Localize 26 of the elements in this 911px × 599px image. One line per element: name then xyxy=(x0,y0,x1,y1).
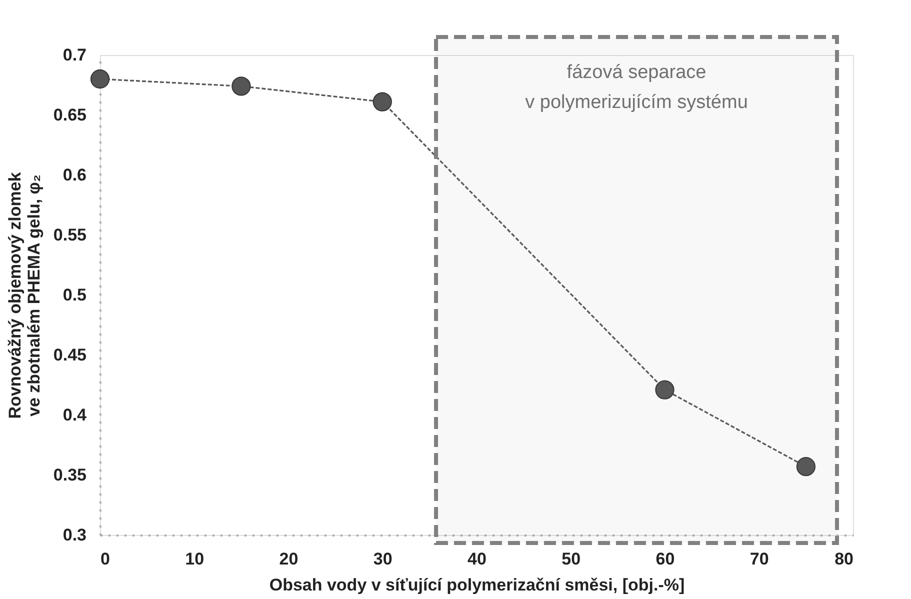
x-tick-label: 20 xyxy=(279,550,298,568)
point xyxy=(372,92,392,112)
y-tick-label: 0.3 xyxy=(62,526,86,544)
y-tick-label: 0.4 xyxy=(62,406,88,424)
y-tick-label: 0.5 xyxy=(62,286,86,304)
band-label: fázová separace v polymerizujícím systému xyxy=(525,62,748,113)
y-tick-label: 0.6 xyxy=(62,166,86,184)
point xyxy=(232,76,251,96)
y-tick-label: 0.35 xyxy=(53,466,86,484)
x-tick-label: 30 xyxy=(373,550,392,568)
x-tick-label: 40 xyxy=(468,550,486,568)
x-axis-title: Obsah vody v síťující polymerizační směsi, [obj.-%] xyxy=(269,576,685,594)
y-tick-label: 0.45 xyxy=(53,346,86,364)
y-tick-label: 0.65 xyxy=(53,106,86,124)
x-tick-label: 80 xyxy=(834,550,854,568)
y-axis-title: Rovnovážný objemový zlomek ve zbotnalém PHEMA gelu, φ₂ xyxy=(5,172,44,419)
x-tick-label: 60 xyxy=(656,550,675,568)
x-tick-label: 50 xyxy=(562,550,581,568)
point xyxy=(655,380,674,400)
x-tick-label: 0 xyxy=(100,550,110,568)
y-tick-label: 0.7 xyxy=(62,46,86,64)
y-tick-label: 0.55 xyxy=(53,226,86,244)
point xyxy=(90,69,110,89)
point xyxy=(796,457,816,476)
x-tick-label: 70 xyxy=(750,550,769,568)
x-tick-label: 10 xyxy=(185,550,204,568)
